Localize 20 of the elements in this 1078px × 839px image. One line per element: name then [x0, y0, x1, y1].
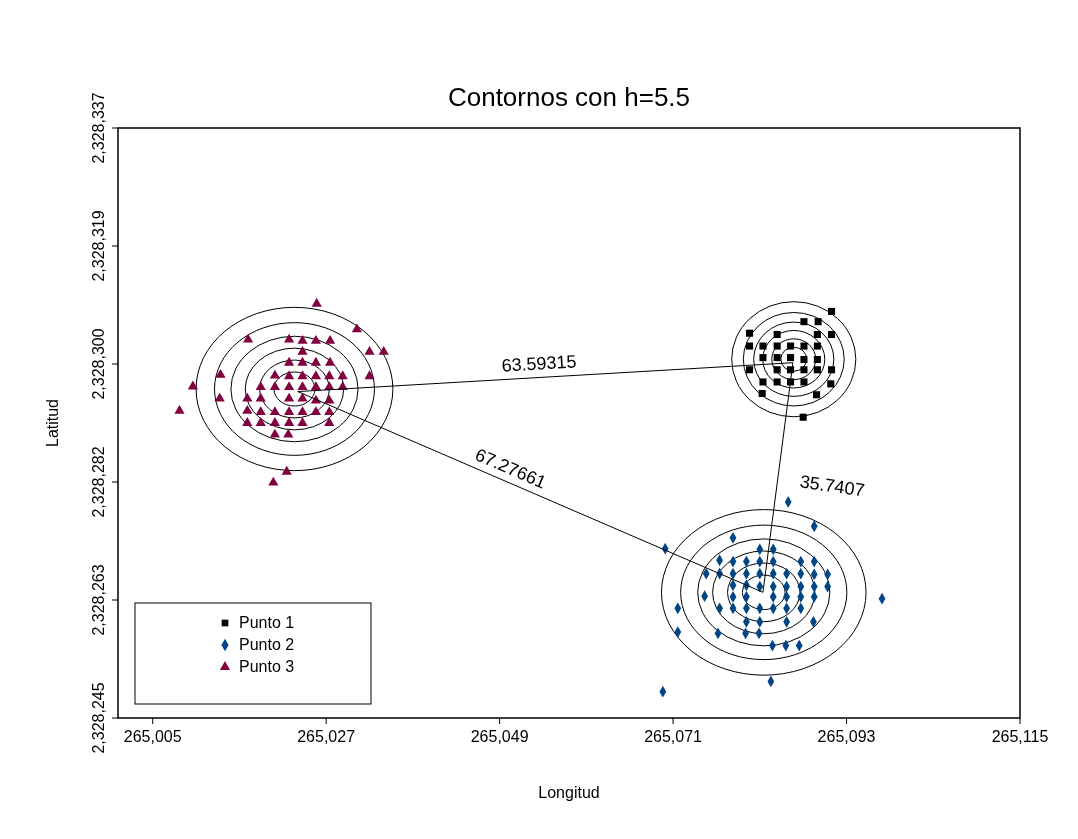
- y-tick-label: 2,328,282: [90, 446, 107, 518]
- x-tick-label: 265,005: [123, 728, 182, 745]
- x-tick-label: 265,115: [991, 728, 1049, 745]
- x-tick-label: 265,049: [470, 728, 529, 745]
- y-tick-label: 2,328,300: [90, 328, 107, 400]
- y-tick-label: 2,328,319: [90, 210, 107, 282]
- annotation: 35.7407: [798, 471, 866, 501]
- x-tick-label: 265,027: [297, 728, 356, 745]
- annotation: 63.59315: [500, 351, 578, 376]
- y-axis-title: Latitud: [44, 398, 61, 448]
- x-tick-label: 265,071: [644, 728, 703, 745]
- y-tick-label: 2,328,263: [90, 564, 107, 636]
- x-axis-title: Longitud: [538, 784, 600, 801]
- legend-label: Punto 1: [239, 614, 295, 631]
- legend-label: Punto 2: [239, 636, 295, 653]
- y-tick-label: 2,328,245: [90, 682, 107, 754]
- y-tick-label: 2,328,337: [90, 92, 107, 164]
- legend-label: Punto 3: [239, 658, 295, 675]
- x-tick-label: 265,093: [817, 728, 876, 745]
- chart-title: Contornos con h=5.5: [447, 82, 691, 112]
